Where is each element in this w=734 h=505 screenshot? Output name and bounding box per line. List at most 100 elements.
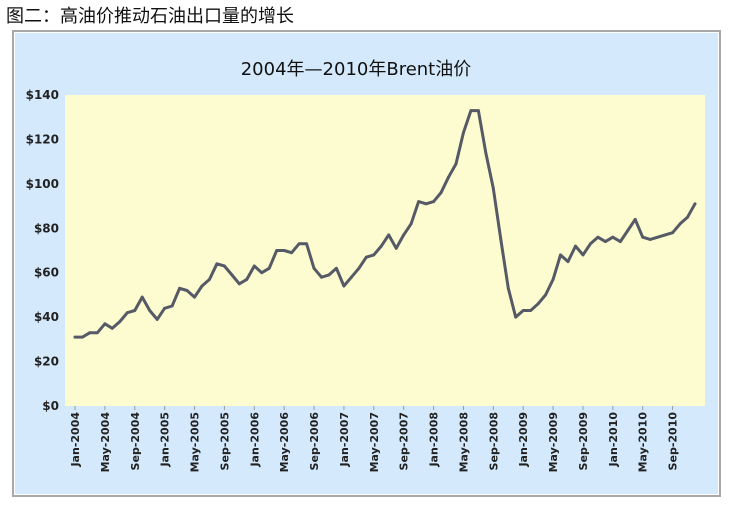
data-point — [469, 109, 473, 112]
data-point — [454, 162, 458, 166]
data-point — [618, 240, 622, 244]
x-tick-label: Jan-2004 — [69, 412, 82, 468]
x-tick-label: Sep-2006 — [308, 412, 321, 471]
data-point — [521, 309, 525, 312]
x-tick-label: May-2004 — [99, 412, 112, 473]
data-point — [81, 335, 84, 339]
data-point — [462, 131, 465, 135]
data-point — [282, 249, 286, 252]
x-tick-label: May-2007 — [368, 412, 381, 472]
x-tick-label: Jan-2008 — [428, 412, 441, 468]
data-point — [574, 244, 577, 248]
data-point — [110, 326, 114, 330]
data-point — [327, 273, 331, 277]
brent-price-chart: 2004年—2010年Brent油价 $0 $20 $40 $60 $80 $100 $12… — [15, 33, 718, 494]
x-tick-label: May-2009 — [547, 412, 560, 472]
data-point — [663, 233, 667, 237]
x-tick-label: Sep-2010 — [667, 412, 680, 471]
data-point — [671, 231, 674, 235]
data-point — [529, 309, 533, 312]
data-point — [424, 202, 428, 206]
y-tick-label: $40 — [34, 310, 59, 324]
chart-title: 2004年—2010年Brent油价 — [241, 59, 472, 80]
data-point — [103, 322, 107, 326]
data-point — [245, 278, 249, 281]
data-point — [267, 266, 271, 270]
figure-caption: 图二：高油价推动石油出口量的增长 — [6, 6, 294, 27]
data-point — [170, 304, 174, 308]
data-point — [604, 240, 607, 244]
data-point — [551, 278, 555, 281]
data-point — [357, 266, 361, 270]
data-point — [686, 215, 689, 219]
x-tick-label: Sep-2007 — [398, 412, 411, 470]
data-point — [409, 222, 413, 226]
data-point — [118, 320, 122, 323]
x-tick-label: Jan-2010 — [607, 412, 620, 468]
data-point — [641, 235, 645, 239]
data-point — [581, 253, 585, 257]
data-point — [514, 315, 518, 319]
data-point — [364, 255, 368, 259]
data-point — [73, 335, 77, 339]
data-point — [394, 246, 398, 250]
data-point — [312, 266, 316, 270]
y-tick-label: $140 — [26, 88, 59, 102]
data-point — [566, 260, 570, 263]
data-point — [633, 218, 637, 221]
data-point — [447, 175, 450, 179]
data-point — [596, 235, 600, 239]
data-point — [185, 289, 189, 292]
data-point — [260, 271, 264, 275]
plot-area — [65, 95, 705, 406]
data-point — [178, 286, 182, 290]
data-point — [417, 200, 420, 204]
x-tick-label: May-2005 — [189, 412, 202, 472]
x-tick-label: May-2006 — [278, 412, 291, 473]
data-point — [544, 293, 547, 297]
data-point — [155, 318, 159, 321]
x-tick-label: Sep-2004 — [129, 412, 142, 471]
data-point — [402, 233, 406, 237]
x-tick-label: Sep-2005 — [218, 412, 231, 470]
data-point — [477, 109, 480, 112]
data-point — [88, 331, 92, 335]
data-point — [350, 275, 353, 279]
y-tick-label: $0 — [42, 399, 59, 413]
x-tick-label: Jan-2005 — [159, 412, 172, 468]
x-tick-label: May-2010 — [637, 412, 650, 473]
data-point — [335, 266, 338, 270]
x-tick-label: Sep-2009 — [577, 412, 590, 470]
data-point — [96, 331, 99, 335]
data-point — [439, 191, 443, 195]
data-point — [163, 306, 167, 310]
data-point — [372, 253, 376, 257]
data-point — [387, 233, 391, 237]
x-tick-label: Jan-2007 — [338, 412, 351, 468]
data-point — [379, 244, 383, 248]
x-tick-label: Jan-2006 — [248, 412, 261, 468]
data-point — [215, 262, 219, 266]
y-tick-label: $100 — [26, 177, 59, 191]
series-line — [73, 109, 697, 339]
data-point — [148, 309, 152, 312]
y-tick-label: $120 — [26, 132, 59, 146]
data-point — [626, 229, 630, 232]
data-point — [140, 295, 144, 299]
y-tick-label: $60 — [34, 266, 59, 280]
y-tick-label: $80 — [34, 221, 59, 235]
data-point — [290, 251, 293, 255]
data-point — [133, 309, 137, 312]
data-point — [297, 242, 301, 246]
y-tick-label: $20 — [34, 355, 59, 369]
data-point — [484, 151, 488, 155]
x-tick-label: Sep-2008 — [487, 412, 500, 470]
data-point — [432, 200, 435, 204]
data-point — [342, 284, 346, 288]
data-point — [589, 242, 592, 246]
x-tick-label: Jan-2009 — [517, 412, 530, 468]
data-point — [506, 286, 510, 290]
data-point — [320, 275, 323, 279]
data-point — [693, 202, 697, 206]
data-point — [305, 242, 308, 246]
